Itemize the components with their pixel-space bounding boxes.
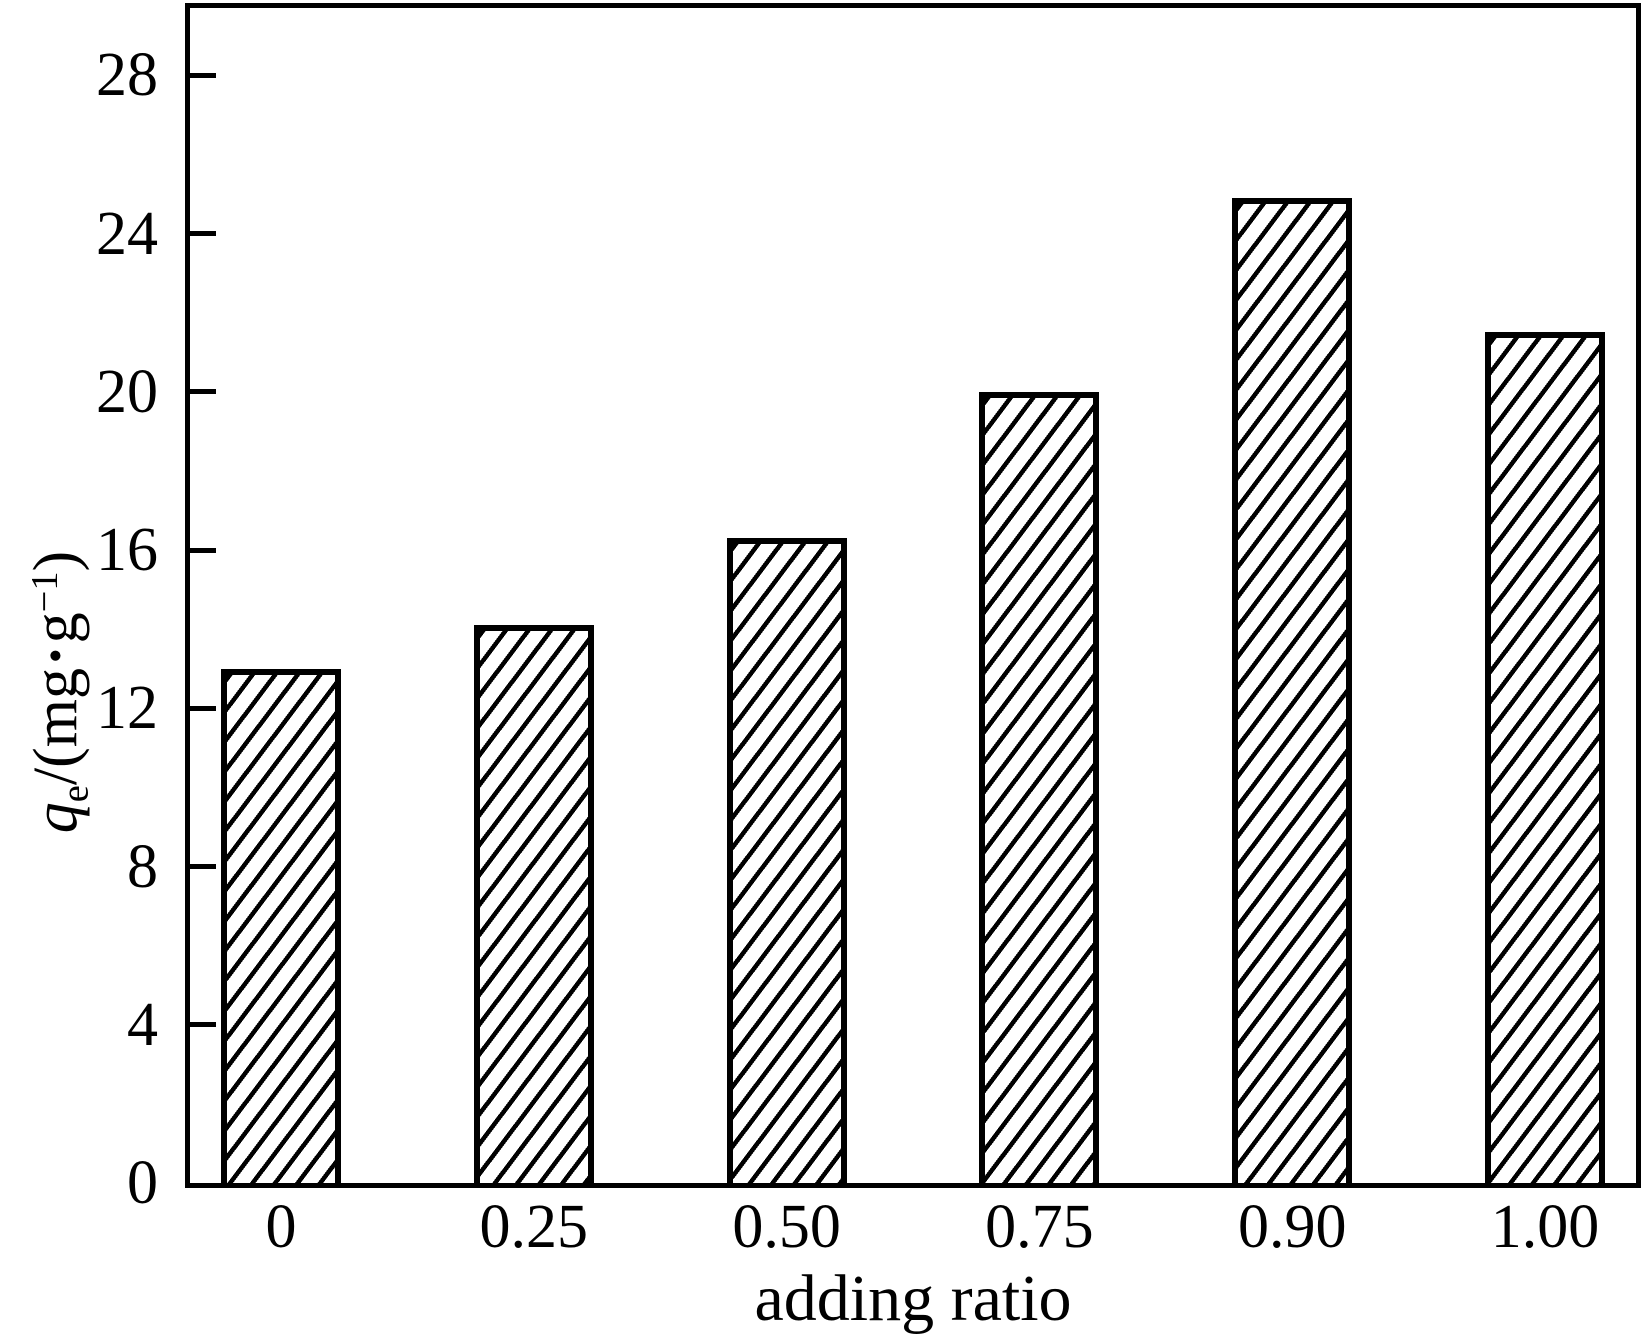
y-tick-mark-4 — [190, 1022, 216, 1028]
plot-area — [185, 3, 1641, 1188]
x-tick-label-0.25: 0.25 — [479, 1193, 589, 1261]
x-axis-tick-labels: 0 0.25 0.50 0.75 0.90 1.00 — [190, 1196, 1636, 1258]
y-tick-mark-28 — [190, 72, 216, 78]
y-tick-mark-24 — [190, 231, 216, 236]
x-axis-label: adding ratio — [754, 1262, 1072, 1335]
x-tick-label-0.75: 0.75 — [985, 1193, 1094, 1261]
x-tick-label-0.90: 0.90 — [1237, 1193, 1347, 1261]
bar-0.75 — [979, 391, 1100, 1183]
y-tick-label-8: 8 — [127, 832, 158, 901]
y-axis-tick-labels: 0 4 8 12 16 20 24 28 — [0, 8, 158, 1214]
bars-row — [190, 8, 1636, 1183]
y-tick-mark-8 — [190, 864, 216, 869]
y-tick-label-0: 0 — [127, 1149, 158, 1217]
bar-1.00 — [1484, 332, 1605, 1183]
y-tick-mark-20 — [190, 389, 216, 395]
bar-0.25 — [473, 625, 594, 1183]
bar-0.90 — [1232, 197, 1353, 1183]
y-tick-mark-16 — [190, 547, 216, 553]
y-tick-mark-12 — [190, 705, 216, 711]
y-tick-label-28: 28 — [96, 41, 158, 110]
x-tick-label-1.00: 1.00 — [1490, 1193, 1600, 1261]
bar-0.50 — [726, 538, 847, 1183]
bar-0 — [221, 668, 341, 1183]
y-tick-label-24: 24 — [96, 199, 158, 268]
y-tick-label-12: 12 — [96, 674, 158, 743]
x-tick-label-0: 0 — [265, 1193, 297, 1261]
y-tick-label-4: 4 — [127, 990, 158, 1059]
x-tick-label-0.50: 0.50 — [732, 1193, 841, 1261]
y-tick-label-16: 16 — [96, 516, 158, 584]
y-tick-label-20: 20 — [96, 357, 158, 426]
